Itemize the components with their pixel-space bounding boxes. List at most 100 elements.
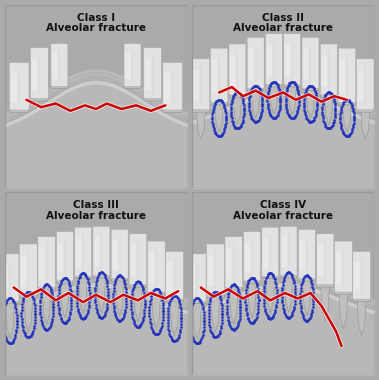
FancyBboxPatch shape bbox=[229, 44, 246, 95]
FancyBboxPatch shape bbox=[167, 262, 172, 291]
Polygon shape bbox=[306, 89, 315, 118]
Bar bbox=[192, 5, 374, 188]
FancyBboxPatch shape bbox=[321, 55, 327, 86]
FancyBboxPatch shape bbox=[20, 288, 37, 297]
FancyBboxPatch shape bbox=[318, 245, 323, 276]
Bar bbox=[192, 192, 374, 375]
FancyBboxPatch shape bbox=[302, 82, 319, 91]
FancyBboxPatch shape bbox=[225, 237, 243, 288]
FancyBboxPatch shape bbox=[75, 227, 92, 277]
Polygon shape bbox=[284, 276, 293, 312]
FancyBboxPatch shape bbox=[298, 230, 315, 279]
FancyBboxPatch shape bbox=[207, 288, 224, 297]
FancyBboxPatch shape bbox=[38, 281, 55, 290]
FancyBboxPatch shape bbox=[356, 59, 374, 110]
FancyBboxPatch shape bbox=[243, 232, 260, 281]
FancyBboxPatch shape bbox=[266, 78, 282, 87]
FancyBboxPatch shape bbox=[30, 48, 48, 98]
FancyBboxPatch shape bbox=[93, 226, 110, 276]
FancyBboxPatch shape bbox=[129, 234, 147, 285]
FancyBboxPatch shape bbox=[145, 59, 150, 90]
FancyBboxPatch shape bbox=[124, 44, 141, 86]
Text: Alveolar fracture: Alveolar fracture bbox=[233, 211, 333, 220]
FancyBboxPatch shape bbox=[58, 242, 63, 272]
FancyBboxPatch shape bbox=[164, 73, 170, 102]
FancyBboxPatch shape bbox=[130, 245, 136, 276]
FancyBboxPatch shape bbox=[51, 44, 68, 86]
FancyBboxPatch shape bbox=[189, 295, 206, 304]
FancyBboxPatch shape bbox=[51, 81, 67, 88]
Polygon shape bbox=[6, 301, 14, 338]
Polygon shape bbox=[343, 103, 351, 132]
Polygon shape bbox=[357, 299, 366, 336]
FancyBboxPatch shape bbox=[317, 278, 334, 287]
FancyBboxPatch shape bbox=[31, 92, 48, 101]
FancyBboxPatch shape bbox=[262, 270, 279, 279]
FancyBboxPatch shape bbox=[38, 237, 55, 288]
FancyBboxPatch shape bbox=[193, 70, 199, 101]
Text: Class I: Class I bbox=[77, 13, 115, 23]
FancyBboxPatch shape bbox=[267, 45, 272, 76]
FancyBboxPatch shape bbox=[147, 241, 165, 292]
Text: Class III: Class III bbox=[73, 200, 119, 211]
Polygon shape bbox=[193, 301, 202, 338]
FancyBboxPatch shape bbox=[281, 238, 287, 267]
Text: Class II: Class II bbox=[262, 13, 304, 23]
FancyBboxPatch shape bbox=[2, 295, 19, 304]
Bar bbox=[5, 5, 187, 188]
FancyBboxPatch shape bbox=[20, 255, 26, 286]
FancyBboxPatch shape bbox=[52, 53, 58, 79]
FancyBboxPatch shape bbox=[163, 62, 183, 110]
Polygon shape bbox=[324, 95, 333, 124]
Polygon shape bbox=[196, 110, 205, 139]
FancyBboxPatch shape bbox=[226, 248, 232, 279]
FancyBboxPatch shape bbox=[207, 244, 224, 295]
FancyBboxPatch shape bbox=[336, 252, 341, 283]
FancyBboxPatch shape bbox=[188, 254, 206, 301]
Polygon shape bbox=[288, 85, 296, 114]
FancyBboxPatch shape bbox=[11, 73, 17, 102]
Text: Class IV: Class IV bbox=[260, 200, 306, 211]
FancyBboxPatch shape bbox=[1, 254, 19, 301]
FancyBboxPatch shape bbox=[247, 82, 264, 91]
FancyBboxPatch shape bbox=[208, 255, 213, 286]
FancyBboxPatch shape bbox=[124, 81, 141, 88]
Polygon shape bbox=[270, 85, 278, 114]
FancyBboxPatch shape bbox=[166, 293, 183, 301]
FancyBboxPatch shape bbox=[263, 238, 268, 268]
FancyBboxPatch shape bbox=[56, 232, 74, 281]
Polygon shape bbox=[248, 281, 256, 318]
FancyBboxPatch shape bbox=[144, 92, 161, 101]
Polygon shape bbox=[116, 279, 124, 315]
Polygon shape bbox=[266, 277, 274, 313]
FancyBboxPatch shape bbox=[190, 264, 195, 293]
FancyBboxPatch shape bbox=[338, 48, 356, 102]
FancyBboxPatch shape bbox=[93, 269, 110, 278]
FancyBboxPatch shape bbox=[9, 62, 29, 110]
FancyBboxPatch shape bbox=[285, 45, 290, 76]
Bar bbox=[5, 192, 187, 375]
FancyBboxPatch shape bbox=[19, 244, 37, 295]
FancyBboxPatch shape bbox=[321, 88, 337, 97]
FancyBboxPatch shape bbox=[340, 60, 345, 93]
FancyBboxPatch shape bbox=[338, 95, 356, 105]
FancyBboxPatch shape bbox=[125, 53, 131, 79]
FancyBboxPatch shape bbox=[211, 60, 217, 93]
FancyBboxPatch shape bbox=[245, 242, 250, 272]
FancyBboxPatch shape bbox=[210, 48, 228, 102]
FancyBboxPatch shape bbox=[149, 252, 154, 283]
Polygon shape bbox=[251, 89, 260, 118]
FancyBboxPatch shape bbox=[265, 34, 282, 85]
FancyBboxPatch shape bbox=[31, 59, 37, 90]
FancyBboxPatch shape bbox=[284, 34, 301, 85]
FancyBboxPatch shape bbox=[247, 38, 264, 89]
FancyBboxPatch shape bbox=[75, 270, 91, 279]
Polygon shape bbox=[361, 110, 370, 139]
FancyBboxPatch shape bbox=[353, 252, 371, 299]
FancyBboxPatch shape bbox=[335, 285, 352, 294]
FancyBboxPatch shape bbox=[334, 241, 352, 292]
Polygon shape bbox=[97, 276, 106, 312]
FancyBboxPatch shape bbox=[111, 230, 128, 279]
FancyBboxPatch shape bbox=[111, 272, 128, 281]
FancyBboxPatch shape bbox=[244, 274, 260, 283]
